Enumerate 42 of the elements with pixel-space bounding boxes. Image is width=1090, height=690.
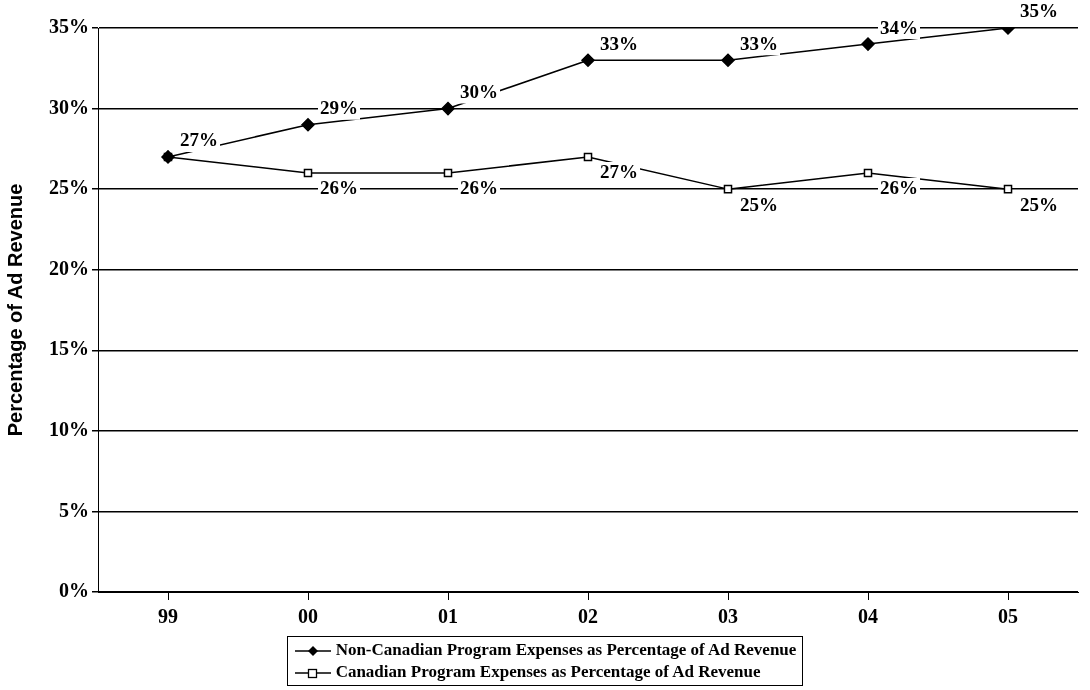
y-tick-label: 20%: [49, 256, 89, 279]
legend-label: Canadian Program Expenses as Percentage of Ad Revenue: [335, 662, 761, 681]
data-label: 34%: [880, 16, 918, 38]
point: [863, 168, 873, 178]
y-tick-label: 0%: [59, 579, 89, 602]
point: [723, 184, 733, 194]
y-tick-label: 25%: [49, 176, 89, 199]
y-tick-label: 35%: [49, 15, 89, 38]
point: [441, 101, 455, 116]
data-label: 25%: [1020, 193, 1058, 215]
data-label: 25%: [740, 193, 778, 215]
point: [721, 53, 735, 67]
data-label: 33%: [740, 32, 778, 54]
point: [303, 168, 313, 178]
data-label: 27%: [600, 161, 638, 183]
data-label: 35%: [1020, 0, 1058, 22]
legend-label: Non-Canadian Program Expenses as Percentage of Ad Revenue: [335, 640, 797, 659]
y-tick-label: 15%: [49, 337, 89, 360]
point: [581, 53, 595, 67]
x-tick-label: 00: [298, 605, 318, 628]
point: [583, 152, 593, 162]
y-tick-label: 30%: [49, 95, 89, 118]
data-label: 26%: [320, 177, 358, 199]
data-label: 30%: [460, 80, 498, 102]
data-label: 27%: [180, 129, 218, 151]
data-label: 26%: [460, 177, 498, 199]
x-tick-label: 05: [998, 605, 1018, 628]
y-tick-label: 5%: [59, 498, 89, 521]
x-tick-label: 99: [158, 605, 178, 628]
point: [1003, 184, 1013, 194]
point: [443, 168, 453, 178]
point: [301, 117, 315, 132]
y-tick-label: 10%: [49, 418, 89, 441]
data-label: 29%: [320, 97, 358, 119]
x-tick-label: 01: [438, 605, 458, 628]
data-label: 26%: [880, 177, 918, 199]
x-tick-label: 03: [718, 605, 738, 628]
y-axis-title: Percentage of Ad Revenue: [3, 183, 26, 437]
data-label: 33%: [600, 32, 638, 54]
point: [861, 37, 875, 51]
x-tick-label: 02: [578, 605, 598, 628]
x-tick-label: 04: [858, 605, 878, 628]
